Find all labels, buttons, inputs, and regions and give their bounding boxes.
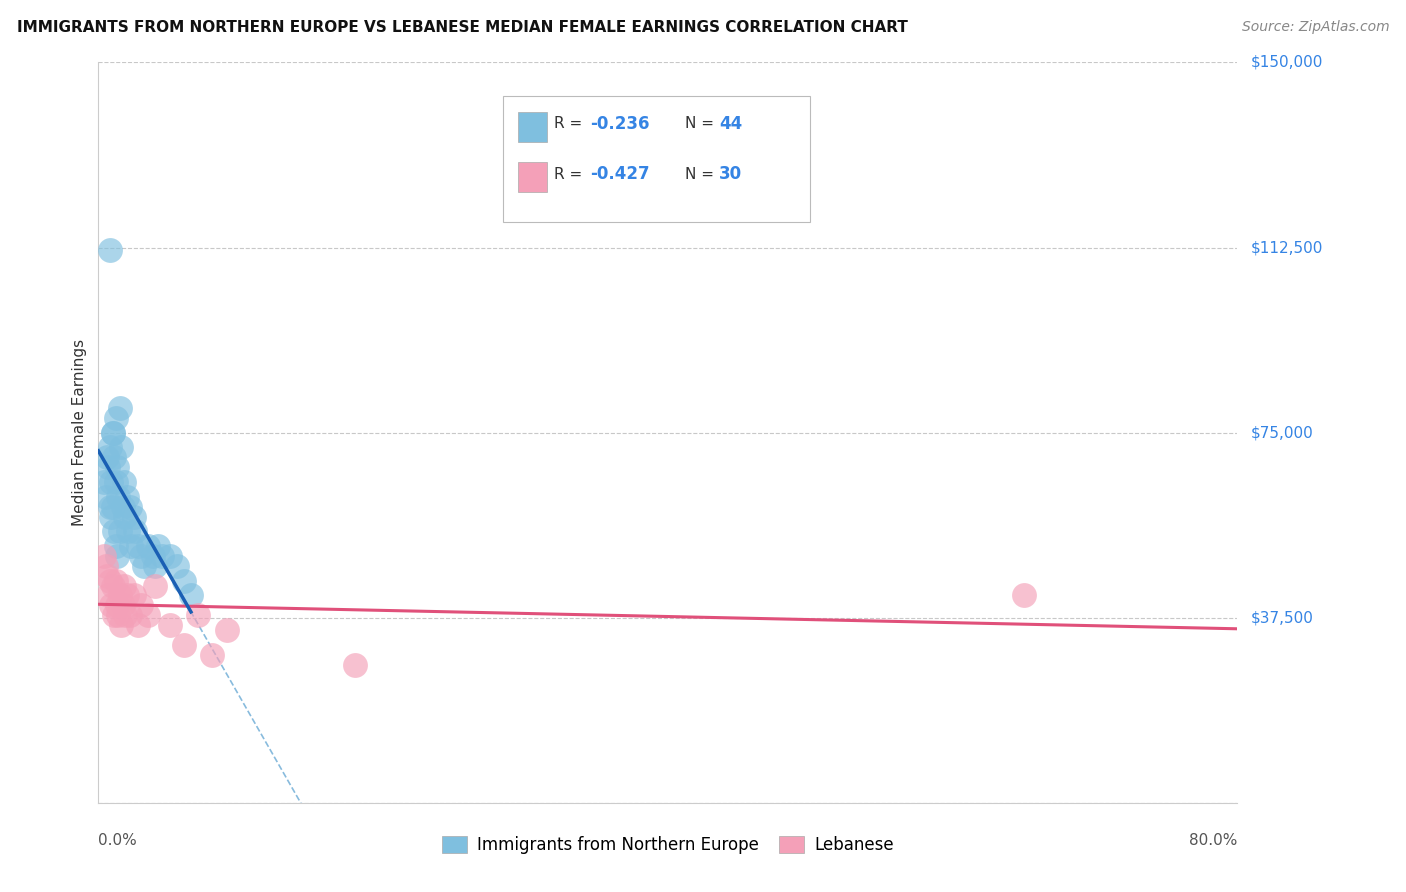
Point [115, 589, 138, 603]
Point [112, 579, 135, 593]
Point [127, 539, 149, 553]
FancyBboxPatch shape [503, 95, 810, 221]
Point [105, 549, 128, 563]
Text: 44: 44 [718, 115, 742, 133]
Point [108, 401, 131, 415]
Point [98, 243, 121, 257]
Point [343, 657, 366, 672]
Text: R =: R = [554, 116, 588, 131]
Point [94, 558, 117, 573]
Point [101, 425, 124, 440]
Point [98, 500, 121, 514]
Text: $112,500: $112,500 [1251, 240, 1323, 255]
Text: $75,000: $75,000 [1251, 425, 1315, 440]
Point [145, 558, 167, 573]
Point [159, 549, 181, 563]
Point [129, 549, 152, 563]
Point [94, 490, 117, 504]
Point [101, 579, 124, 593]
Point [152, 549, 174, 563]
Point [93, 475, 115, 489]
FancyBboxPatch shape [517, 112, 547, 142]
Point [215, 623, 238, 637]
Point [148, 539, 170, 553]
Point [110, 441, 132, 455]
Text: Source: ZipAtlas.com: Source: ZipAtlas.com [1241, 20, 1389, 34]
Y-axis label: Median Female Earnings: Median Female Earnings [72, 339, 87, 526]
Point [127, 618, 149, 632]
Point [108, 589, 131, 603]
Point [97, 460, 120, 475]
Point [173, 574, 195, 588]
Point [118, 500, 141, 514]
Point [173, 638, 195, 652]
Point [105, 599, 128, 613]
Point [100, 599, 122, 613]
Text: IMMIGRANTS FROM NORTHERN EUROPE VS LEBANESE MEDIAN FEMALE EARNINGS CORRELATION C: IMMIGRANTS FROM NORTHERN EUROPE VS LEBAN… [17, 20, 908, 35]
Point [117, 524, 139, 539]
FancyBboxPatch shape [517, 162, 547, 192]
Point [1012, 589, 1035, 603]
Text: N =: N = [685, 116, 718, 131]
Point [101, 425, 124, 440]
Point [122, 589, 145, 603]
Point [104, 539, 127, 553]
Point [129, 599, 152, 613]
Legend: Immigrants from Northern Europe, Lebanese: Immigrants from Northern Europe, Lebanes… [436, 830, 900, 861]
Point [96, 450, 118, 465]
Point [120, 539, 142, 553]
Point [98, 441, 121, 455]
Point [100, 509, 122, 524]
Point [104, 410, 127, 425]
Point [103, 450, 125, 465]
Point [100, 475, 122, 489]
Text: -0.236: -0.236 [591, 115, 650, 133]
Point [145, 579, 167, 593]
Point [136, 539, 159, 553]
Text: 30: 30 [718, 165, 742, 183]
Text: $37,500: $37,500 [1251, 610, 1315, 625]
Point [103, 608, 125, 623]
Point [118, 608, 141, 623]
Point [166, 558, 188, 573]
Point [101, 500, 124, 514]
Point [105, 460, 128, 475]
Point [93, 549, 115, 563]
Text: $150,000: $150,000 [1251, 55, 1323, 70]
Point [122, 509, 145, 524]
Point [108, 524, 131, 539]
Point [187, 608, 209, 623]
Text: N =: N = [685, 167, 718, 182]
Point [104, 574, 127, 588]
Point [201, 648, 224, 662]
Point [111, 599, 134, 613]
Point [103, 524, 125, 539]
Point [159, 618, 181, 632]
Text: 0.0%: 0.0% [98, 833, 138, 848]
Point [112, 475, 135, 489]
Point [110, 618, 132, 632]
Point [111, 500, 134, 514]
Point [107, 490, 129, 504]
Text: R =: R = [554, 167, 588, 182]
Point [114, 509, 136, 524]
Point [104, 475, 127, 489]
Point [180, 589, 202, 603]
Point [96, 568, 118, 582]
Point [97, 589, 120, 603]
Point [114, 608, 136, 623]
Text: 80.0%: 80.0% [1189, 833, 1237, 848]
Point [124, 524, 146, 539]
Point [98, 574, 121, 588]
Point [141, 549, 163, 563]
Point [132, 558, 155, 573]
Point [107, 608, 129, 623]
Text: -0.427: -0.427 [591, 165, 650, 183]
Point [115, 490, 138, 504]
Point [136, 608, 159, 623]
